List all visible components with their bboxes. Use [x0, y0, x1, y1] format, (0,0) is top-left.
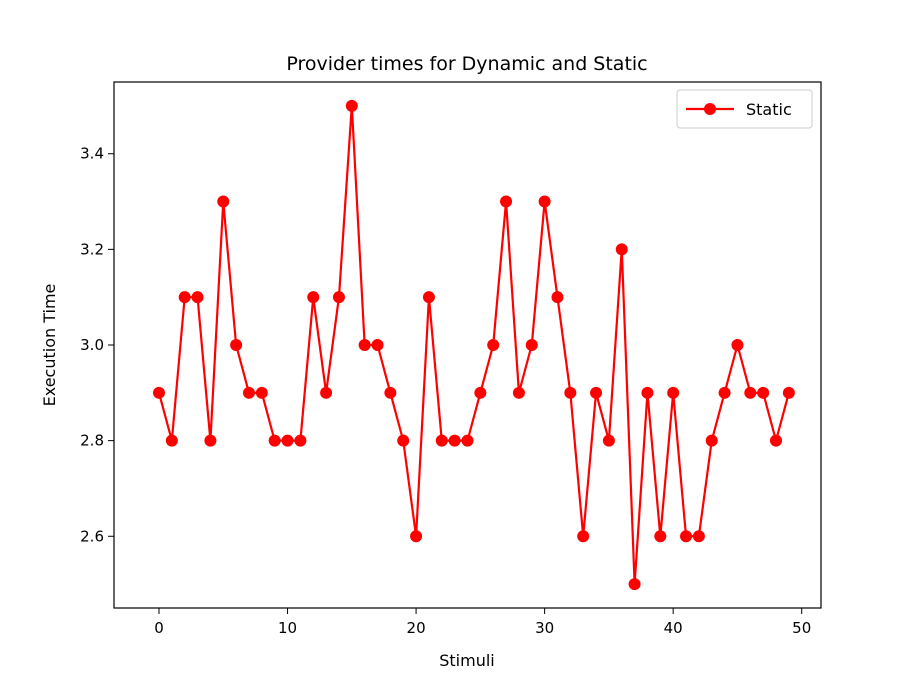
data-point: [191, 291, 204, 304]
data-point: [602, 434, 615, 447]
data-point: [435, 434, 448, 447]
data-point: [525, 339, 538, 351]
series-line-static: [157, 104, 790, 586]
data-point: [397, 434, 410, 447]
data-point: [744, 386, 757, 399]
data-point: [654, 530, 667, 543]
data-point: [474, 386, 487, 399]
x-axis-label: Stimuli: [439, 651, 495, 670]
data-point: [718, 386, 731, 399]
data-point: [641, 386, 654, 399]
data-point: [628, 578, 641, 591]
data-point: [782, 386, 795, 399]
y-axis: 2.6 2.8 3.0 3.2 3.4: [80, 145, 114, 545]
data-point: [255, 386, 268, 399]
data-point: [512, 386, 525, 399]
data-point: [461, 434, 474, 447]
y-tick-label: 3.4: [80, 145, 104, 163]
data-point: [230, 339, 243, 351]
data-point: [307, 291, 320, 304]
data-point: [667, 386, 680, 399]
y-tick-label: 3.2: [80, 240, 104, 258]
data-point: [165, 434, 178, 447]
data-point: [551, 291, 564, 304]
legend-marker: [704, 103, 716, 115]
data-point: [268, 434, 281, 447]
legend-box: [676, 89, 813, 129]
data-point: [294, 434, 307, 447]
data-point: [770, 434, 783, 447]
data-point: [590, 386, 603, 399]
x-tick-label: 40: [664, 619, 683, 637]
data-point: [577, 530, 590, 543]
legend-label-static: Static: [746, 100, 792, 119]
data-point: [332, 291, 345, 304]
data-point: [384, 386, 397, 399]
y-tick-label: 3.0: [80, 336, 104, 354]
data-point: [487, 339, 500, 351]
data-point: [538, 195, 551, 208]
data-point: [731, 339, 744, 351]
chart-title: Provider times for Dynamic and Static: [286, 53, 647, 75]
y-tick-label: 2.8: [80, 432, 104, 450]
data-point: [281, 434, 294, 447]
data-point: [692, 530, 705, 543]
plot-area: [152, 99, 795, 591]
x-tick-label: 10: [278, 619, 297, 637]
data-point: [152, 386, 165, 399]
y-axis-label: Execution Time: [40, 284, 59, 407]
data-point: [345, 99, 358, 112]
y-tick-label: 2.6: [80, 527, 104, 545]
data-point: [178, 291, 191, 304]
legend: Static: [676, 89, 813, 129]
data-point: [564, 386, 577, 399]
data-point: [615, 243, 628, 256]
x-tick-label: 20: [407, 619, 426, 637]
data-point: [705, 434, 718, 447]
x-tick-label: 30: [535, 619, 554, 637]
data-point: [410, 530, 423, 543]
data-point: [448, 434, 461, 447]
data-point: [680, 530, 693, 543]
data-point: [242, 386, 255, 399]
data-point: [422, 291, 435, 304]
data-point: [320, 386, 333, 399]
data-point: [358, 339, 371, 351]
x-tick-label: 50: [792, 619, 811, 637]
x-axis: 0 10 20 30 40 50: [154, 608, 811, 637]
data-point: [217, 195, 230, 208]
data-point: [204, 434, 217, 447]
data-point: [500, 195, 513, 208]
x-tick-label: 0: [154, 619, 164, 637]
data-point: [371, 339, 384, 351]
data-point: [757, 386, 770, 399]
